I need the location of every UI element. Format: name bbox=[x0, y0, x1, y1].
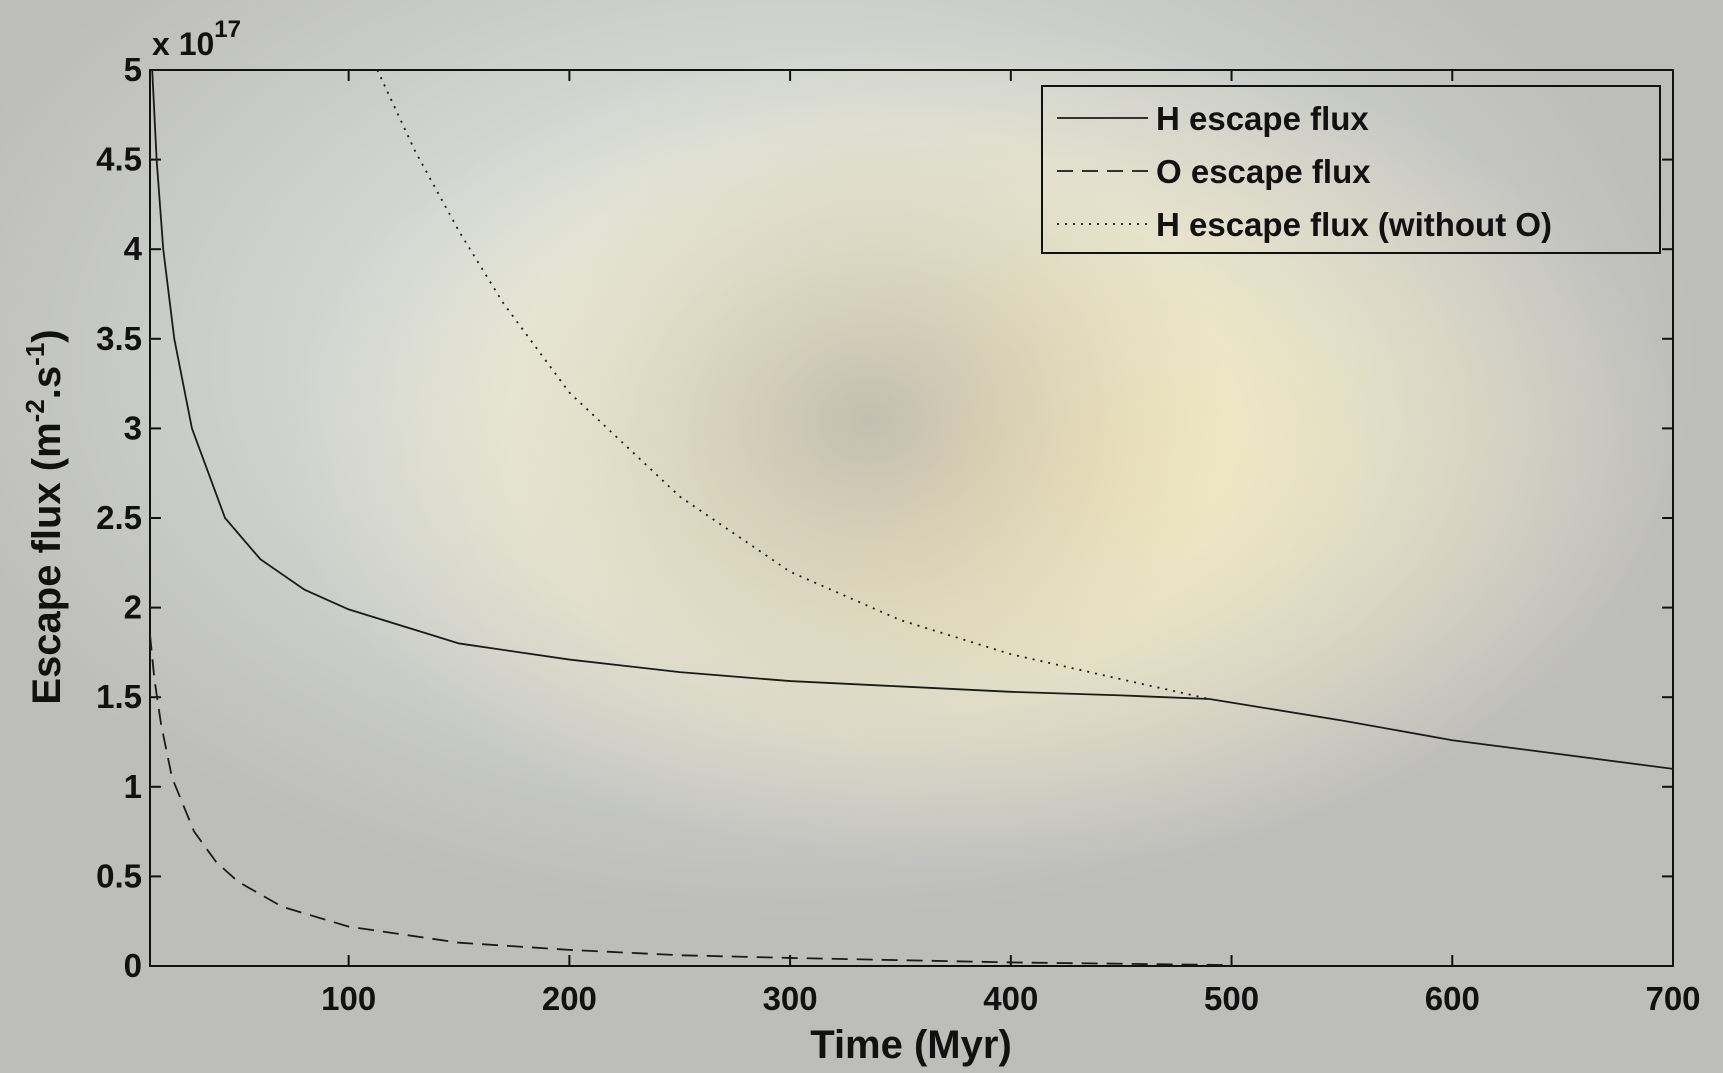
y-tick-label: 3.5 bbox=[96, 320, 142, 357]
y-label-part: Escape flux (m bbox=[25, 422, 69, 704]
y-multiplier: x 1017 bbox=[152, 16, 241, 62]
legend-box bbox=[1041, 85, 1661, 254]
y-tick-label: 0 bbox=[124, 947, 142, 984]
legend-label: O escape flux bbox=[1156, 153, 1371, 190]
y-tick-label: 3 bbox=[124, 409, 142, 446]
y-tick-label: 2.5 bbox=[96, 499, 142, 536]
x-tick-label: 300 bbox=[763, 980, 818, 1017]
x-tick-label: 500 bbox=[1204, 980, 1259, 1017]
multiplier-exponent: 17 bbox=[214, 16, 241, 43]
legend-label: H escape flux (without O) bbox=[1156, 206, 1552, 243]
x-tick-label: 100 bbox=[321, 980, 376, 1017]
x-tick-label: 700 bbox=[1645, 980, 1700, 1017]
plot-frame bbox=[149, 69, 1674, 967]
y-tick-label: 0.5 bbox=[96, 857, 142, 894]
y-tick-label: 5 bbox=[124, 51, 142, 88]
y-axis-label: Escape flux (m-2.s-1) bbox=[20, 329, 69, 704]
y-tick-label: 2 bbox=[124, 589, 142, 626]
y-label-sup: -2 bbox=[20, 399, 50, 422]
y-label-part: .s bbox=[25, 366, 69, 399]
y-tick-label: 4.5 bbox=[96, 141, 142, 178]
multiplier-base: x 10 bbox=[152, 26, 214, 62]
series-line bbox=[150, 634, 1232, 966]
x-tick-label: 400 bbox=[983, 980, 1038, 1017]
y-label-sup: -1 bbox=[20, 343, 50, 366]
y-tick-label: 1.5 bbox=[96, 678, 142, 715]
series-line bbox=[151, 70, 1673, 770]
x-axis-label: Time (Myr) bbox=[810, 1023, 1012, 1067]
y-tick-label: 1 bbox=[124, 768, 142, 805]
series-line bbox=[376, 70, 1210, 700]
y-label-part: ) bbox=[25, 329, 69, 342]
x-tick-label: 600 bbox=[1425, 980, 1480, 1017]
y-tick-label: 4 bbox=[124, 230, 143, 267]
plot-lines bbox=[150, 70, 1673, 966]
legend-label: H escape flux bbox=[1156, 100, 1369, 137]
x-tick-label: 200 bbox=[542, 980, 597, 1017]
